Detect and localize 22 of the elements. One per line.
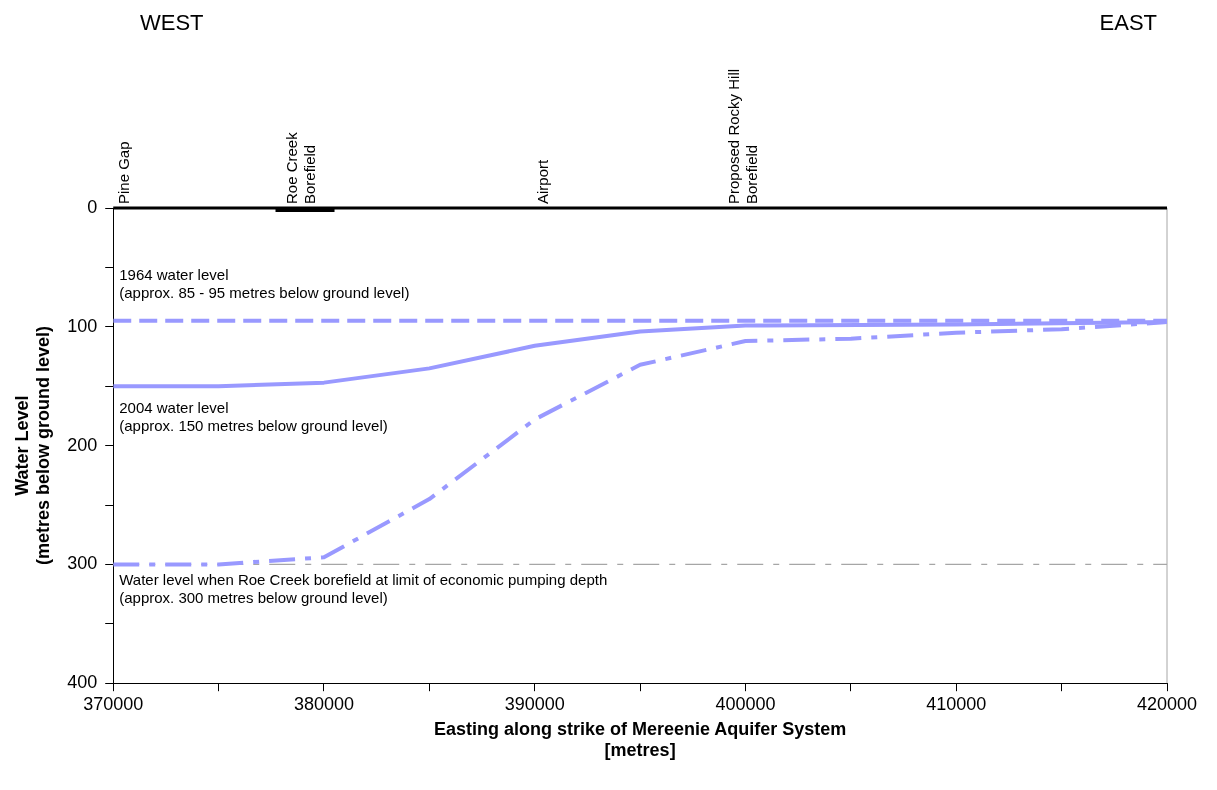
x-tick-label: 400000 [715,693,776,714]
annotation: 2004 water level (approx. 150 metres below ground level) [119,399,388,435]
y-tick-label: 200 [67,434,98,455]
x-axis-title: Easting along strike of Mereenie Aquifer System [metres] [433,718,847,761]
annotation: Water level when Roe Creek borefield at limit of economic pumping depth (approx. 300 metres below ground level) [119,571,608,607]
text: Airport [533,158,551,204]
y-tick-label: 0 [87,196,98,217]
text: WEST [140,10,204,36]
annotation: 1964 water level (approx. 85 - 95 metres below ground level) [119,265,410,301]
x-tick-label: 410000 [926,693,987,714]
y-tick-label: 100 [67,315,98,336]
x-tick-label: 420000 [1136,693,1198,714]
text: Roe Creek Borefield [282,131,318,204]
y-tick-label: 400 [67,672,98,693]
x-tick-label: 370000 [83,693,144,714]
y-axis-title: Water Level (metres below ground level) [11,326,54,566]
text: EAST [1099,10,1157,36]
y-tick-label: 300 [67,553,98,574]
x-tick-label: 390000 [504,693,565,714]
x-tick-label: 380000 [293,693,355,714]
text: Proposed Rocky Hill Borefield [725,68,761,204]
text: Pine Gap [114,141,132,204]
